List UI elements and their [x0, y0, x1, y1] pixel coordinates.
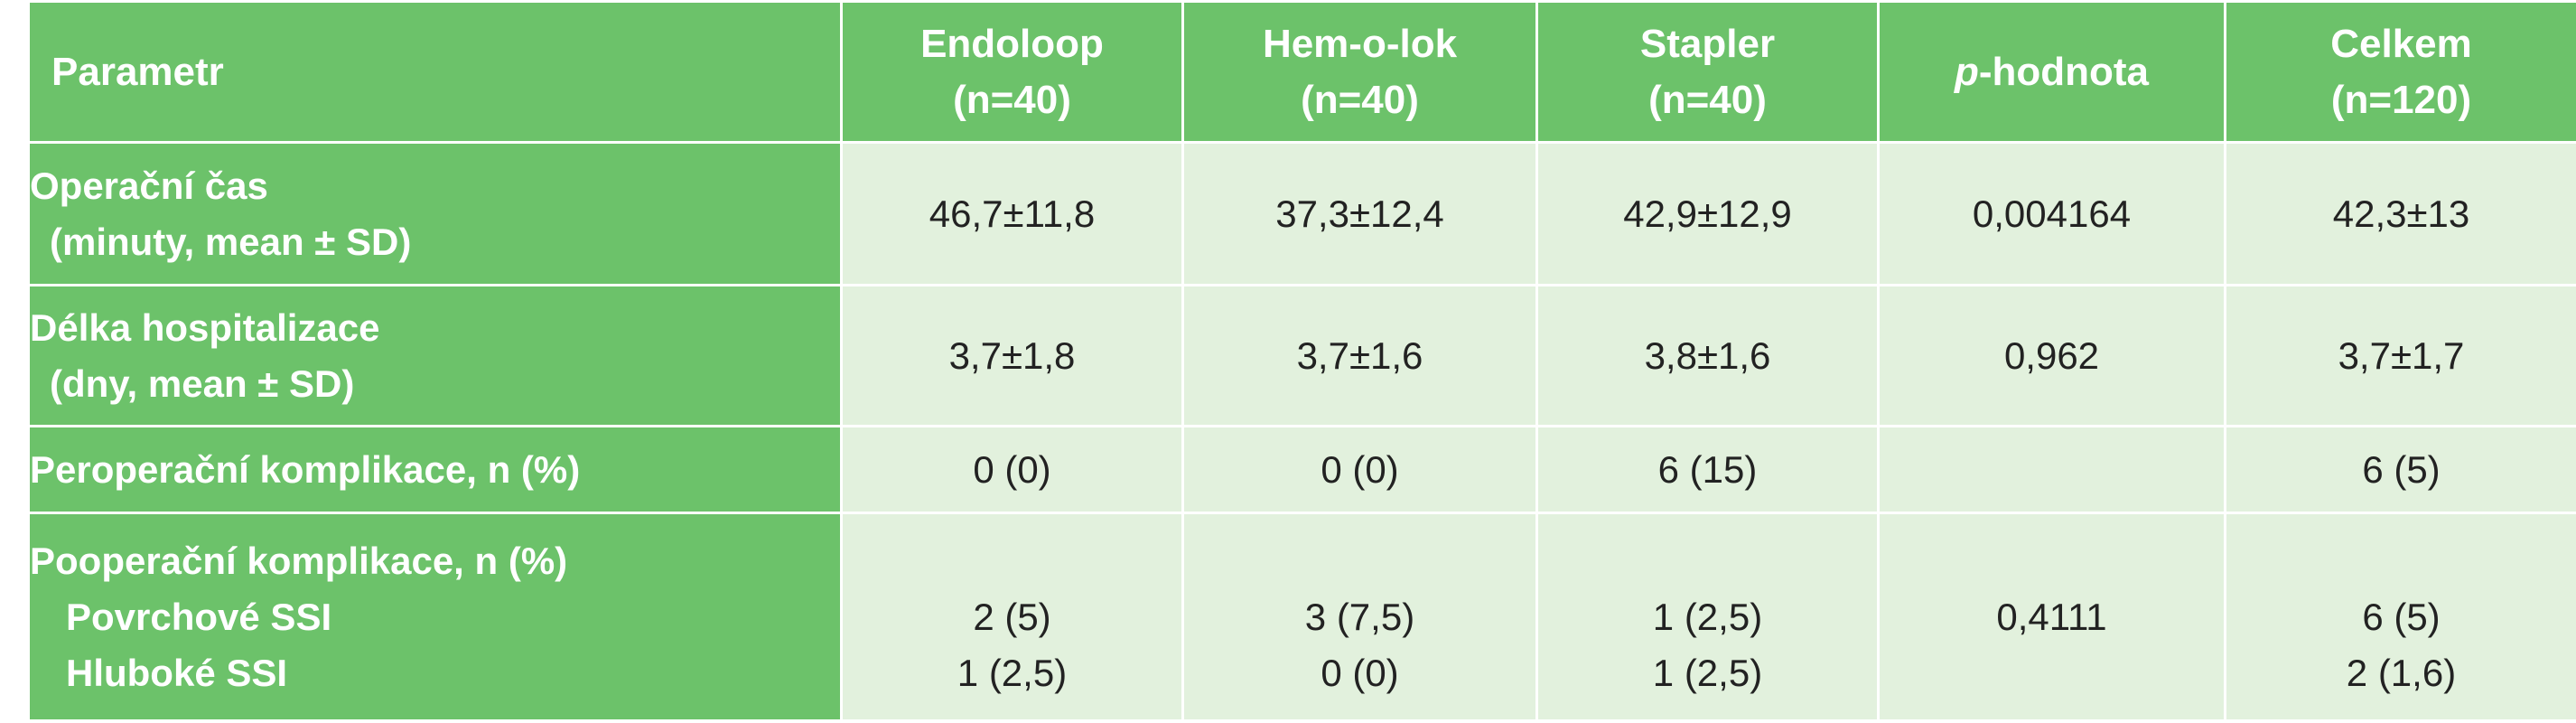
header-hemolok: Hem-o-lok (n=40) — [1181, 0, 1538, 144]
cell-celkem: 42,3±13 — [2224, 141, 2576, 286]
cell-celkem: 6 (5) — [2224, 425, 2576, 514]
cell-stapler: 6 (15) — [1535, 425, 1880, 514]
cell-endoloop: 3,7±1,8 — [840, 284, 1184, 427]
cell-stapler: 3,8±1,6 — [1535, 284, 1880, 427]
cell-pvalue: 0,004164 — [1877, 141, 2226, 286]
header-param: Parametr — [27, 0, 843, 144]
cell-pvalue — [1877, 425, 2226, 514]
header-stapler: Stapler (n=40) — [1535, 0, 1880, 144]
cell-endoloop: 0 (0) — [840, 425, 1184, 514]
cell-hemolok: 0 (0) — [1181, 425, 1538, 514]
cell-celkem: 3,7±1,7 — [2224, 284, 2576, 427]
row-label: Délka hospitalizace (dny, mean ± SD) — [27, 284, 843, 427]
cell-pvalue: 0,962 — [1877, 284, 2226, 427]
table-row: Pooperační komplikace, n (%) Povrchové S… — [27, 512, 2576, 722]
cell-pvalue: 0,4111 — [1877, 512, 2226, 722]
results-table: Parametr Endoloop (n=40) Hem-o-lok (n=40… — [27, 0, 2576, 722]
header-celkem: Celkem (n=120) — [2224, 0, 2576, 144]
cell-stapler: 42,9±12,9 — [1535, 141, 1880, 286]
cell-hemolok: 3 (7,5) 0 (0) — [1181, 512, 1538, 722]
row-label: Peroperační komplikace, n (%) — [27, 425, 843, 514]
cell-hemolok: 37,3±12,4 — [1181, 141, 1538, 286]
cell-celkem: 6 (5) 2 (1,6) — [2224, 512, 2576, 722]
cell-endoloop: 2 (5) 1 (2,5) — [840, 512, 1184, 722]
row-label: Pooperační komplikace, n (%) Povrchové S… — [27, 512, 843, 722]
cell-hemolok: 3,7±1,6 — [1181, 284, 1538, 427]
cell-endoloop: 46,7±11,8 — [840, 141, 1184, 286]
header-pvalue: p-hodnota — [1877, 0, 2226, 144]
cell-stapler: 1 (2,5) 1 (2,5) — [1535, 512, 1880, 722]
header-row: Parametr Endoloop (n=40) Hem-o-lok (n=40… — [27, 0, 2576, 144]
table-row: Délka hospitalizace (dny, mean ± SD) 3,7… — [27, 284, 2576, 427]
row-label: Operační čas (minuty, mean ± SD) — [27, 141, 843, 286]
header-endoloop: Endoloop (n=40) — [840, 0, 1184, 144]
table-row: Peroperační komplikace, n (%) 0 (0) 0 (0… — [27, 425, 2576, 514]
table-row: Operační čas (minuty, mean ± SD) 46,7±11… — [27, 141, 2576, 286]
